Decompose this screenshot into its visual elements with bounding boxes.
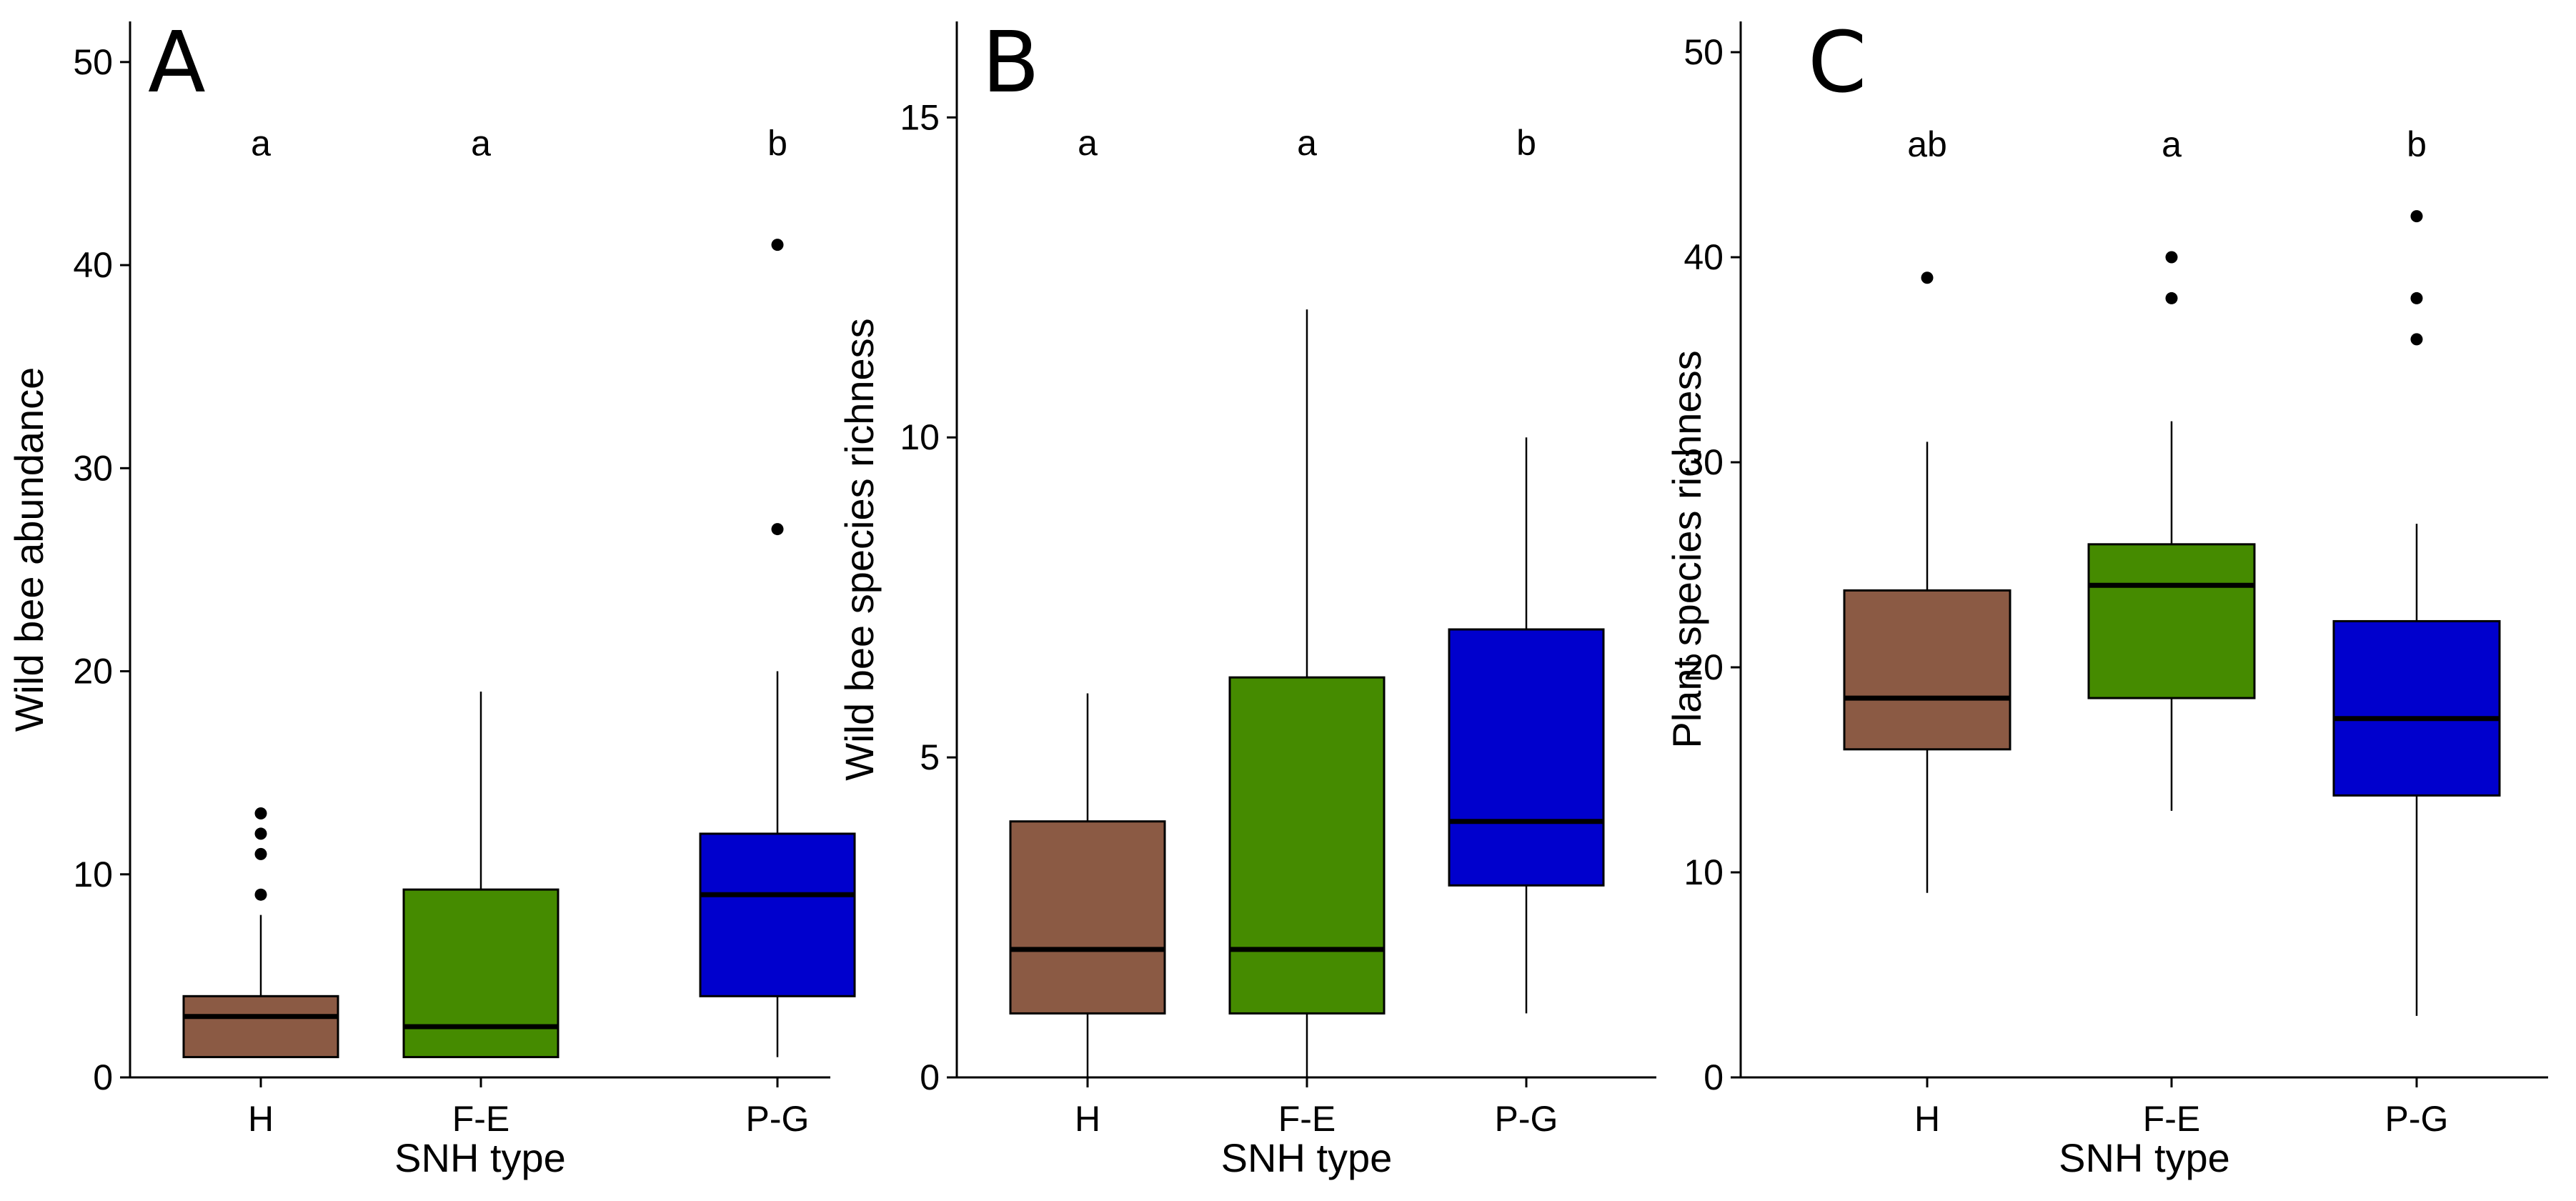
box-body	[1009, 820, 1166, 1015]
panel-c: 0 10 20 30 40 50 ab Ha F-E b P-G SNH type Plant spec…	[1664, 13, 2548, 1180]
y-axis-title: Plant species richness	[1664, 350, 1709, 748]
box-h: ab	[1843, 124, 2011, 893]
box-body	[699, 832, 856, 997]
box-body	[1448, 628, 1605, 887]
x-axis-title: SNH type	[394, 1135, 566, 1180]
x-tick-label: P-G	[2385, 1099, 2449, 1139]
box-body	[402, 888, 560, 1059]
outlier-point	[771, 239, 784, 251]
outlier-point	[254, 827, 267, 840]
significance-letter: ab	[1907, 124, 1947, 164]
x-tick-label: P-G	[746, 1099, 810, 1139]
x-tick-label: H	[1914, 1099, 1940, 1139]
panel-letter: C	[1808, 13, 1866, 111]
y-tick-label: 15	[900, 97, 940, 137]
y-tick-label: 30	[1684, 442, 1724, 482]
x-tick-label: F-E	[1278, 1099, 1336, 1139]
box-fe: a	[402, 124, 560, 1059]
panel-letter: B	[982, 13, 1040, 111]
y-tick-label: 40	[1684, 237, 1724, 277]
y-tick-label: 20	[73, 652, 113, 692]
outlier-point	[2165, 291, 2178, 304]
x-tick-label: F-E	[2143, 1099, 2201, 1139]
box-pg: b	[1448, 123, 1605, 1014]
y-tick-label: 0	[920, 1057, 940, 1097]
y-tick-label: 50	[73, 42, 113, 82]
significance-letter: b	[1516, 123, 1536, 163]
x-axis-title: SNH type	[2059, 1135, 2230, 1180]
x-tick-label: H	[248, 1099, 274, 1139]
outlier-point	[254, 847, 267, 860]
panel-letter: A	[148, 13, 206, 111]
box-body	[182, 995, 339, 1059]
significance-letter: b	[2407, 124, 2427, 164]
x-tick-label: P-G	[1495, 1099, 1558, 1139]
y-axis-title: Wild bee species richness	[837, 318, 882, 780]
y-tick-label: 5	[920, 737, 940, 777]
outlier-point	[2410, 291, 2423, 304]
outlier-point	[254, 888, 267, 901]
outlier-point	[2410, 210, 2423, 223]
y-tick-label: 50	[1684, 32, 1724, 72]
x-axis-title: SNH type	[1221, 1135, 1393, 1180]
y-axis-title: Wild bee abundance	[6, 367, 51, 732]
y-tick-label: 20	[1684, 647, 1724, 687]
significance-letter: a	[1078, 123, 1098, 163]
y-tick-label: 0	[93, 1057, 113, 1097]
outlier-point	[771, 523, 784, 536]
x-tick-label: F-E	[452, 1099, 510, 1139]
significance-letter: a	[2162, 124, 2182, 164]
y-tick-label: 10	[73, 854, 113, 894]
outlier-point	[2410, 333, 2423, 346]
outlier-point	[254, 807, 267, 819]
box-h: a	[182, 124, 339, 1059]
box-pg: b	[699, 124, 856, 1057]
y-tick-label: 40	[73, 245, 113, 285]
box-body	[2087, 543, 2256, 699]
outlier-point	[1921, 271, 1934, 284]
box-pg: b	[2332, 124, 2501, 1016]
significance-letter: b	[767, 124, 787, 164]
y-tick-label: 10	[1684, 852, 1724, 892]
panel-a: 0 10 20 30 40 50 a Ha F-E b P-G SNH type Wild bee ab…	[6, 13, 856, 1180]
panel-b: 0 5 10 15 a Ha F-E b P-G SNH type Wild bee species…	[837, 13, 1656, 1180]
significance-letter: a	[251, 124, 271, 164]
y-tick-label: 0	[1704, 1057, 1724, 1097]
significance-letter: a	[1297, 123, 1317, 163]
box-fe: a	[2087, 124, 2256, 811]
box-fe: a	[1228, 123, 1386, 1077]
box-h: a	[1009, 123, 1166, 1077]
significance-letter: a	[471, 124, 491, 164]
box-body	[1228, 676, 1386, 1015]
y-tick-label: 10	[900, 417, 940, 457]
box-body	[1843, 589, 2011, 751]
y-tick-label: 30	[73, 448, 113, 488]
x-tick-label: H	[1075, 1099, 1100, 1139]
box-body	[2332, 619, 2501, 797]
outlier-point	[2165, 251, 2178, 264]
